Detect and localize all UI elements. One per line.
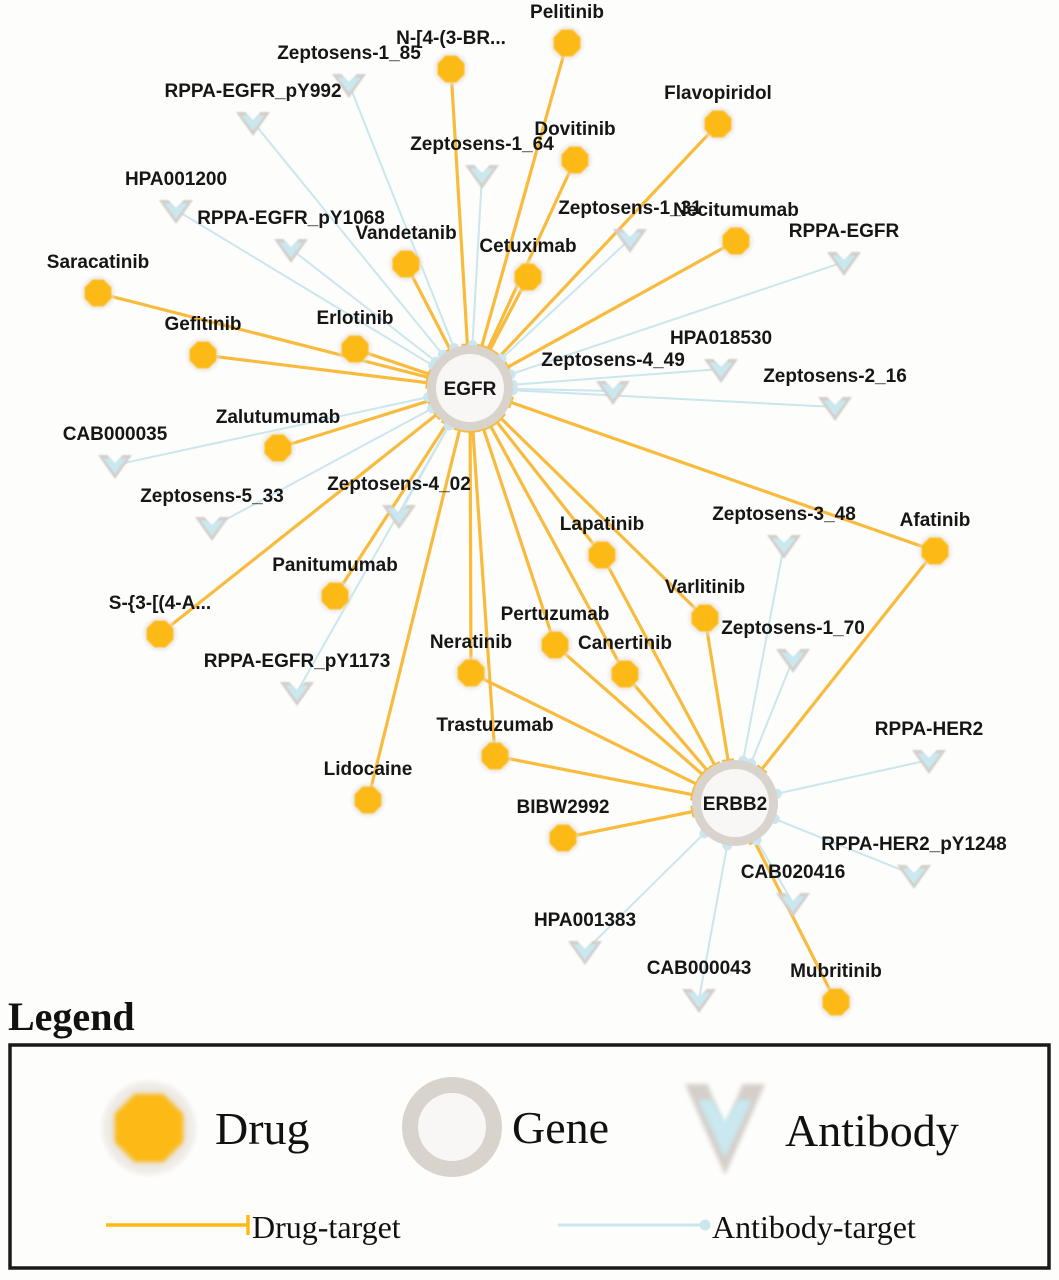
svg-text:Drug-target: Drug-target [252, 1209, 401, 1245]
svg-text:Legend: Legend [8, 994, 135, 1039]
svg-text:ERBB2: ERBB2 [703, 794, 767, 815]
svg-text:Antibody-target: Antibody-target [712, 1209, 916, 1245]
svg-text:Antibody: Antibody [785, 1105, 959, 1156]
svg-text:Gene: Gene [512, 1102, 609, 1153]
svg-text:Drug: Drug [215, 1103, 310, 1154]
svg-text:EGFR: EGFR [444, 379, 497, 400]
